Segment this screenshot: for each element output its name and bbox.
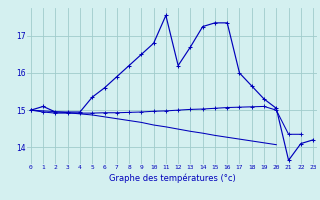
- X-axis label: Graphe des températures (°c): Graphe des températures (°c): [108, 173, 236, 183]
